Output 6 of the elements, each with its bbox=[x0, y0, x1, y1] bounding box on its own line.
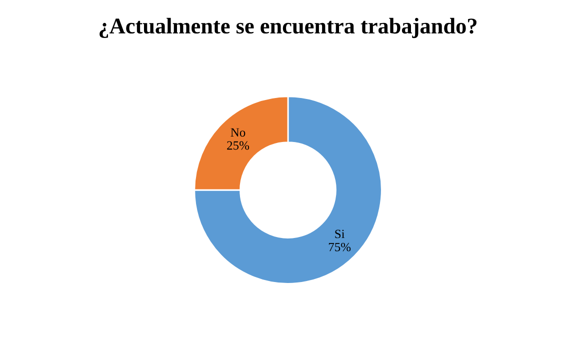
slice-label: Si bbox=[335, 230, 345, 238]
donut-slice bbox=[194, 96, 382, 284]
slice-label: No bbox=[230, 128, 246, 137]
data-label: 75% bbox=[328, 242, 351, 252]
data-label: 25% bbox=[227, 141, 250, 150]
chart-title: ¿Actualmente se encuentra trabajando? bbox=[100, 18, 476, 38]
